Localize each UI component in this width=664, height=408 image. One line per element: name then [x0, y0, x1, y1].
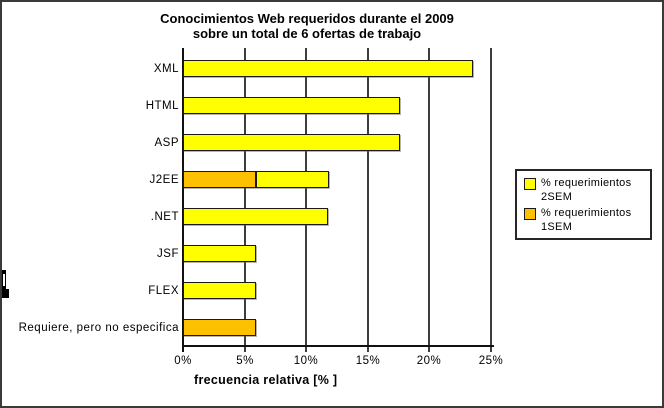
bar-row: [183, 171, 329, 188]
x-tick-label: 25%: [478, 355, 504, 367]
gridline: [367, 48, 369, 352]
legend-label-2sem-line2: 2SEM: [541, 191, 573, 203]
bar-row: [183, 60, 473, 77]
gridline: [490, 48, 492, 352]
chart-title: Conocimientos Web requeridos durante el …: [107, 11, 507, 41]
category-label: .NET: [150, 210, 179, 223]
gridline: [244, 48, 246, 352]
bar-segment: [183, 171, 256, 188]
x-tick-label: 0%: [174, 355, 192, 367]
legend: % requerimientos 2SEM % requerimientos 1…: [515, 169, 652, 240]
plot-area: [182, 48, 492, 352]
legend-swatch-2sem-icon: [524, 178, 536, 190]
category-label: FLEX: [148, 284, 179, 297]
legend-label-1sem-line1: % requerimientos: [541, 207, 632, 219]
bar-segment: [183, 134, 400, 151]
bar-segment: [183, 97, 400, 114]
left-edge-artifact: [2, 270, 10, 298]
category-label: HTML: [145, 99, 179, 112]
x-tick-label: 10%: [293, 355, 319, 367]
legend-item-2sem: % requerimientos 2SEM: [523, 176, 646, 204]
legend-item-1sem: % requerimientos 1SEM: [523, 206, 646, 234]
gridline: [305, 48, 307, 352]
legend-label-2sem-line1: % requerimientos: [541, 177, 632, 189]
category-label: ASP: [154, 136, 179, 149]
category-label: J2EE: [149, 173, 179, 186]
bar-segment: [256, 171, 329, 188]
bar-segment: [183, 208, 328, 225]
bar-row: [183, 97, 400, 114]
y-axis-line: [182, 48, 184, 352]
bar-row: [183, 208, 328, 225]
x-axis-line: [183, 345, 494, 347]
bar-segment: [183, 282, 256, 299]
bar-segment: [183, 60, 473, 77]
bar-row: [183, 245, 256, 262]
bar-segment: [183, 245, 256, 262]
bar-row: [183, 134, 400, 151]
x-tick-label: 5%: [236, 355, 254, 367]
category-label: Requiere, pero no especifica: [18, 321, 179, 334]
bar-row: [183, 282, 256, 299]
x-axis-title: frecuencia relativa [% ]: [194, 373, 338, 387]
chart-title-line2: sobre un total de 6 ofertas de trabajo: [192, 26, 422, 41]
category-label: JSF: [157, 247, 179, 260]
category-label: XML: [153, 62, 179, 75]
chart-title-line1: Conocimientos Web requeridos durante el …: [160, 11, 454, 26]
bar-segment: [183, 319, 256, 336]
x-tick-label: 15%: [355, 355, 381, 367]
x-tick-label: 20%: [416, 355, 442, 367]
bar-row: [183, 319, 256, 336]
legend-label-1sem-line2: 1SEM: [541, 221, 573, 233]
legend-swatch-1sem-icon: [524, 208, 536, 220]
gridline: [428, 48, 430, 352]
